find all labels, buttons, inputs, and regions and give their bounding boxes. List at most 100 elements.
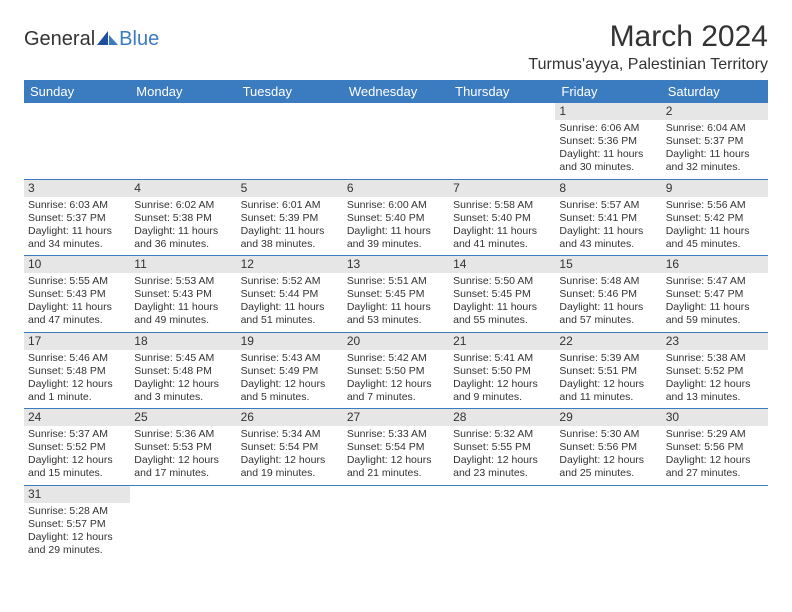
- day-sunrise: Sunrise: 5:34 AM: [241, 428, 339, 441]
- day-sunrise: Sunrise: 6:02 AM: [134, 199, 232, 212]
- day-day2: and 55 minutes.: [453, 314, 551, 327]
- day-sunrise: Sunrise: 6:03 AM: [28, 199, 126, 212]
- day-number: 8: [555, 180, 661, 197]
- logo-text-blue: Blue: [119, 28, 159, 51]
- location-subtitle: Turmus'ayya, Palestinian Territory: [528, 56, 768, 74]
- dow-saturday: Saturday: [662, 80, 768, 103]
- day-day1: Daylight: 12 hours: [559, 378, 657, 391]
- calendar-day-cell: 8Sunrise: 5:57 AMSunset: 5:41 PMDaylight…: [555, 179, 661, 256]
- day-sunset: Sunset: 5:38 PM: [134, 212, 232, 225]
- day-day2: and 34 minutes.: [28, 238, 126, 251]
- day-day1: Daylight: 12 hours: [134, 378, 232, 391]
- day-day1: Daylight: 12 hours: [347, 454, 445, 467]
- calendar-day-cell: 6Sunrise: 6:00 AMSunset: 5:40 PMDaylight…: [343, 179, 449, 256]
- day-sunset: Sunset: 5:51 PM: [559, 365, 657, 378]
- day-sunrise: Sunrise: 5:38 AM: [666, 352, 764, 365]
- day-day2: and 45 minutes.: [666, 238, 764, 251]
- day-number: 4: [130, 180, 236, 197]
- calendar-day-cell: 22Sunrise: 5:39 AMSunset: 5:51 PMDayligh…: [555, 332, 661, 409]
- day-number: 30: [662, 409, 768, 426]
- day-day1: Daylight: 11 hours: [666, 301, 764, 314]
- calendar-day-cell: 23Sunrise: 5:38 AMSunset: 5:52 PMDayligh…: [662, 332, 768, 409]
- day-number: 14: [449, 256, 555, 273]
- day-number: 7: [449, 180, 555, 197]
- day-day2: and 5 minutes.: [241, 391, 339, 404]
- logo-sail-icon: [97, 29, 119, 53]
- day-number: 29: [555, 409, 661, 426]
- calendar-day-cell: 16Sunrise: 5:47 AMSunset: 5:47 PMDayligh…: [662, 256, 768, 333]
- day-number: 15: [555, 256, 661, 273]
- day-day2: and 49 minutes.: [134, 314, 232, 327]
- day-day2: and 23 minutes.: [453, 467, 551, 480]
- day-sunset: Sunset: 5:48 PM: [28, 365, 126, 378]
- day-number: 21: [449, 333, 555, 350]
- day-day2: and 7 minutes.: [347, 391, 445, 404]
- day-number: 10: [24, 256, 130, 273]
- day-number: 3: [24, 180, 130, 197]
- day-sunset: Sunset: 5:48 PM: [134, 365, 232, 378]
- dow-thursday: Thursday: [449, 80, 555, 103]
- day-sunrise: Sunrise: 5:33 AM: [347, 428, 445, 441]
- day-day1: Daylight: 11 hours: [453, 301, 551, 314]
- day-day2: and 25 minutes.: [559, 467, 657, 480]
- day-day1: Daylight: 11 hours: [134, 225, 232, 238]
- day-sunset: Sunset: 5:44 PM: [241, 288, 339, 301]
- day-sunrise: Sunrise: 6:00 AM: [347, 199, 445, 212]
- calendar-day-cell: 7Sunrise: 5:58 AMSunset: 5:40 PMDaylight…: [449, 179, 555, 256]
- day-sunrise: Sunrise: 5:51 AM: [347, 275, 445, 288]
- day-number: 20: [343, 333, 449, 350]
- calendar-empty-cell: [237, 485, 343, 561]
- day-sunset: Sunset: 5:54 PM: [241, 441, 339, 454]
- logo: General Blue: [24, 28, 159, 51]
- day-day1: Daylight: 12 hours: [134, 454, 232, 467]
- day-sunset: Sunset: 5:57 PM: [28, 518, 126, 531]
- day-number: 31: [24, 486, 130, 503]
- day-number: 1: [555, 103, 661, 120]
- day-sunrise: Sunrise: 5:36 AM: [134, 428, 232, 441]
- day-day1: Daylight: 12 hours: [241, 454, 339, 467]
- day-sunset: Sunset: 5:55 PM: [453, 441, 551, 454]
- day-number: 23: [662, 333, 768, 350]
- day-number: 24: [24, 409, 130, 426]
- calendar-table: Sunday Monday Tuesday Wednesday Thursday…: [24, 80, 768, 561]
- calendar-week-row: 3Sunrise: 6:03 AMSunset: 5:37 PMDaylight…: [24, 179, 768, 256]
- day-day2: and 30 minutes.: [559, 161, 657, 174]
- dow-friday: Friday: [555, 80, 661, 103]
- day-sunset: Sunset: 5:53 PM: [134, 441, 232, 454]
- day-sunrise: Sunrise: 5:41 AM: [453, 352, 551, 365]
- calendar-day-cell: 4 Sunrise: 6:02 AMSunset: 5:38 PMDaylight…: [130, 179, 236, 256]
- calendar-day-cell: 2Sunrise: 6:04 AMSunset: 5:37 PMDaylight…: [662, 103, 768, 179]
- day-sunset: Sunset: 5:42 PM: [666, 212, 764, 225]
- calendar-empty-cell: [449, 485, 555, 561]
- calendar-week-row: 10Sunrise: 5:55 AMSunset: 5:43 PMDayligh…: [24, 256, 768, 333]
- day-number: 13: [343, 256, 449, 273]
- calendar-empty-cell: [343, 103, 449, 179]
- calendar-day-cell: 5Sunrise: 6:01 AMSunset: 5:39 PMDaylight…: [237, 179, 343, 256]
- day-sunrise: Sunrise: 5:46 AM: [28, 352, 126, 365]
- day-number: 18: [130, 333, 236, 350]
- day-number: 17: [24, 333, 130, 350]
- day-sunset: Sunset: 5:43 PM: [134, 288, 232, 301]
- day-day2: and 43 minutes.: [559, 238, 657, 251]
- day-day2: and 17 minutes.: [134, 467, 232, 480]
- day-sunrise: Sunrise: 5:48 AM: [559, 275, 657, 288]
- day-day1: Daylight: 12 hours: [241, 378, 339, 391]
- calendar-day-cell: 3Sunrise: 6:03 AMSunset: 5:37 PMDaylight…: [24, 179, 130, 256]
- day-sunset: Sunset: 5:52 PM: [28, 441, 126, 454]
- calendar-day-cell: 20Sunrise: 5:42 AMSunset: 5:50 PMDayligh…: [343, 332, 449, 409]
- day-sunset: Sunset: 5:40 PM: [453, 212, 551, 225]
- day-sunset: Sunset: 5:47 PM: [666, 288, 764, 301]
- day-day2: and 21 minutes.: [347, 467, 445, 480]
- day-sunrise: Sunrise: 5:30 AM: [559, 428, 657, 441]
- day-day1: Daylight: 12 hours: [453, 378, 551, 391]
- logo-text-general: General: [24, 28, 95, 51]
- dow-monday: Monday: [130, 80, 236, 103]
- day-number: 22: [555, 333, 661, 350]
- calendar-day-cell: 28Sunrise: 5:32 AMSunset: 5:55 PMDayligh…: [449, 409, 555, 486]
- calendar-empty-cell: [343, 485, 449, 561]
- day-sunset: Sunset: 5:50 PM: [453, 365, 551, 378]
- day-day2: and 11 minutes.: [559, 391, 657, 404]
- day-sunrise: Sunrise: 5:28 AM: [28, 505, 126, 518]
- day-sunset: Sunset: 5:56 PM: [666, 441, 764, 454]
- day-day1: Daylight: 12 hours: [666, 378, 764, 391]
